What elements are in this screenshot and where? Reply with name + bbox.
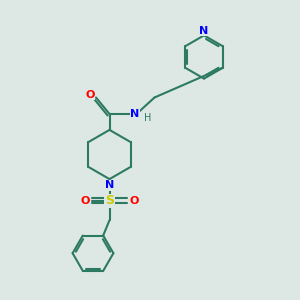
Text: N: N	[105, 180, 114, 190]
Text: S: S	[105, 194, 114, 207]
Text: H: H	[144, 112, 152, 123]
Text: N: N	[200, 26, 208, 36]
Text: O: O	[85, 89, 95, 100]
Text: N: N	[130, 109, 140, 119]
Text: O: O	[80, 196, 90, 206]
Text: O: O	[129, 196, 139, 206]
